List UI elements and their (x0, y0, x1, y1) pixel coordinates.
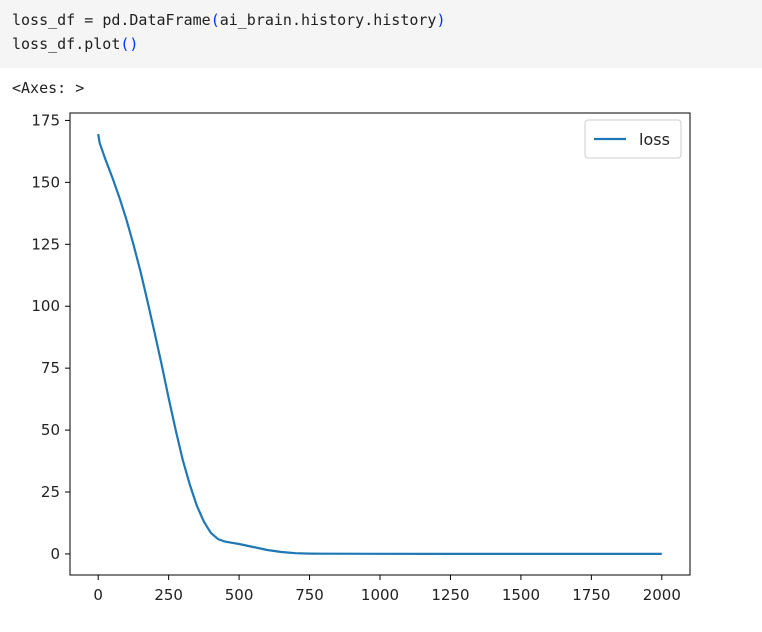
code-cell[interactable]: loss_df = pd.DataFrame(ai_brain.history.… (0, 0, 762, 68)
code-open-paren: ( (120, 35, 130, 53)
x-tick-label: 1500 (502, 586, 540, 604)
y-tick-label: 0 (50, 545, 60, 563)
legend-box (584, 119, 682, 159)
x-tick-label: 2000 (643, 586, 681, 604)
y-tick-label: 50 (41, 421, 60, 439)
y-tick-label: 150 (31, 173, 60, 191)
y-tick-label: 25 (41, 483, 60, 501)
code-operator: = (75, 11, 103, 29)
code-line-1: loss_df = pd.DataFrame(ai_brain.history.… (12, 10, 446, 30)
y-tick-label: 175 (31, 111, 60, 129)
code-function-call: loss_df.plot (12, 35, 121, 53)
axes-frame (69, 112, 691, 576)
y-tick-label: 75 (41, 359, 60, 377)
x-tick-label: 1250 (431, 586, 469, 604)
x-tick-label: 500 (225, 586, 254, 604)
code-line-2: loss_df.plot() (12, 34, 138, 54)
output-repr: <Axes: > (12, 79, 85, 97)
series-line-loss (97, 133, 662, 556)
x-tick-label: 1000 (361, 586, 399, 604)
code-function-call: pd.DataFrame (102, 11, 211, 29)
x-tick-label: 250 (154, 586, 183, 604)
code-close-paren: ) (129, 35, 139, 53)
code-variable: loss_df (12, 11, 76, 29)
code-open-paren: ( (210, 11, 220, 29)
y-tick-label: 125 (31, 235, 60, 253)
x-tick-label: 750 (295, 586, 324, 604)
legend-label-loss: loss (639, 130, 670, 149)
x-tick-label: 0 (93, 586, 103, 604)
x-tick-label: 1750 (572, 586, 610, 604)
y-tick-label: 100 (31, 297, 60, 315)
code-argument: ai_brain.history.history (219, 11, 437, 29)
code-close-paren: ) (436, 11, 446, 29)
